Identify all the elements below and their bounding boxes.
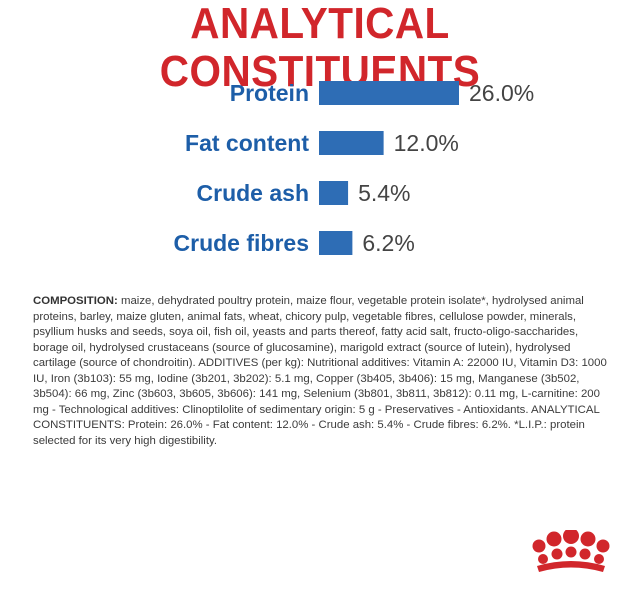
constituents-bar-chart: Protein 26.0% Fat content 12.0% Crude ash 5.4…	[174, 80, 535, 256]
category-label: Protein	[230, 80, 309, 106]
bar-protein	[319, 81, 459, 105]
value-label: 5.4%	[358, 180, 410, 206]
category-label: Crude ash	[197, 180, 309, 206]
bar-crude-ash	[319, 181, 349, 205]
value-label: 12.0%	[394, 130, 459, 156]
value-label: 6.2%	[362, 230, 414, 256]
category-label: Fat content	[185, 130, 309, 156]
bar-crude-fibres	[319, 231, 353, 255]
bar-fat-content	[319, 131, 384, 155]
composition-text: COMPOSITION: maize, dehydrated poultry p…	[33, 294, 613, 449]
composition-label: COMPOSITION:	[33, 295, 118, 307]
category-label: Crude fibres	[174, 230, 309, 256]
composition-body: maize, dehydrated poultry protein, maize…	[33, 295, 607, 447]
royal-canin-crown-logo	[532, 530, 610, 572]
crown-icon	[532, 530, 610, 572]
page-title: ANALYTICAL CONSTITUENTS	[159, 0, 481, 96]
value-label: 26.0%	[469, 80, 534, 106]
